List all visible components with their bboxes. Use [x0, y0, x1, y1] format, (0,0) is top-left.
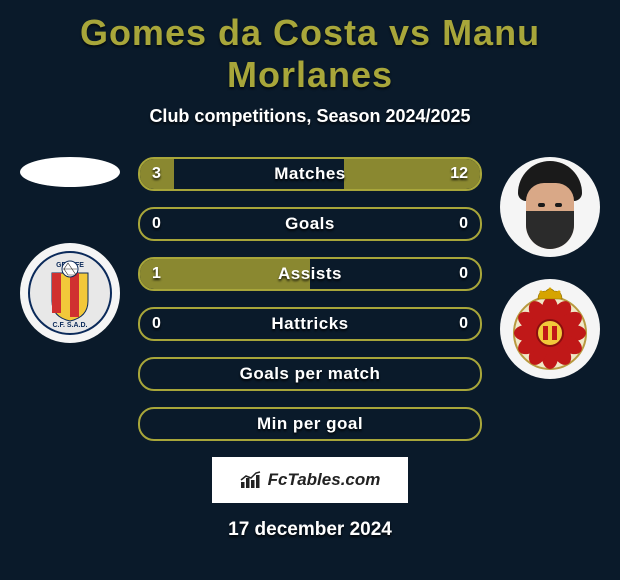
stat-bar: 0 0 Hattricks [138, 307, 482, 341]
page-subtitle: Club competitions, Season 2024/2025 [0, 106, 620, 127]
club-badge-right [500, 279, 600, 379]
stat-value-left: 0 [152, 215, 161, 233]
stat-label: Goals [285, 214, 335, 234]
page-title: Gomes da Costa vs Manu Morlanes [0, 12, 620, 96]
left-column: GETAFE C.F. S.A.D. [18, 157, 122, 365]
stat-value-left: 3 [152, 165, 161, 183]
stat-value-left: 1 [152, 265, 161, 283]
stat-bar: Min per goal [138, 407, 482, 441]
stat-label: Hattricks [271, 314, 348, 334]
player-avatar-left [20, 157, 120, 187]
stat-label: Matches [274, 164, 346, 184]
svg-text:C.F. S.A.D.: C.F. S.A.D. [52, 322, 87, 329]
chart-icon [240, 471, 262, 489]
brand-box[interactable]: FcTables.com [212, 457, 408, 503]
stat-bar: 0 0 Goals [138, 207, 482, 241]
stat-value-right: 0 [459, 265, 468, 283]
stat-value-right: 0 [459, 315, 468, 333]
stat-label: Assists [278, 264, 342, 284]
stat-bar: 3 12 Matches [138, 157, 482, 191]
comparison-content: GETAFE C.F. S.A.D. [0, 157, 620, 541]
player-avatar-right [500, 157, 600, 257]
stat-bar: Goals per match [138, 357, 482, 391]
getafe-badge: GETAFE C.F. S.A.D. [28, 251, 112, 335]
date-label: 17 december 2024 [0, 519, 620, 541]
right-column [498, 157, 602, 401]
brand-label: FcTables.com [268, 470, 381, 490]
stat-value-right: 0 [459, 215, 468, 233]
stat-value-left: 0 [152, 315, 161, 333]
stat-bars: 3 12 Matches 0 0 Goals 1 0 Assists 0 0 Hattricks Goa… [138, 157, 482, 441]
stat-value-right: 12 [450, 165, 468, 183]
stat-bar: 1 0 Assists [138, 257, 482, 291]
club-badge-left: GETAFE C.F. S.A.D. [20, 243, 120, 343]
stat-label: Min per goal [257, 414, 363, 434]
mallorca-badge [508, 287, 592, 371]
stat-label: Goals per match [240, 364, 381, 384]
